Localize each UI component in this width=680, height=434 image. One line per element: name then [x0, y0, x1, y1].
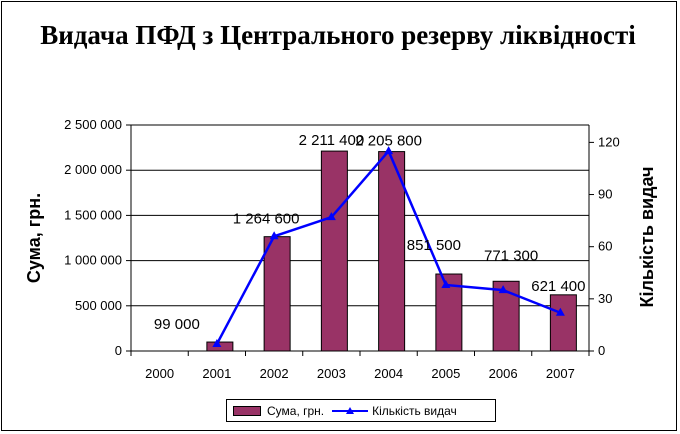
bar-data-label: 771 300	[484, 247, 538, 264]
x-tick-label: 2002	[260, 366, 289, 381]
legend-item-bars: Сума, грн.	[233, 404, 324, 418]
x-tick-label: 2000	[145, 366, 174, 381]
y-tick-label: 500 000	[75, 298, 122, 313]
legend-bar-swatch	[233, 405, 261, 416]
y-tick-label: 1 000 000	[64, 253, 122, 268]
x-tick-label: 2004	[374, 366, 403, 381]
x-tick-label: 2001	[202, 366, 231, 381]
x-tick-label: 2006	[489, 366, 518, 381]
line-point	[384, 146, 394, 155]
bar-data-label: 851 500	[407, 237, 461, 254]
legend-bar-label: Сума, грн.	[267, 403, 325, 418]
y-tick-label: 2 000 000	[64, 162, 122, 177]
chart-legend: Сума, грн. Кількість видач	[226, 399, 496, 422]
x-tick-label: 2003	[317, 366, 346, 381]
y2-tick-label: 0	[598, 343, 605, 358]
bar-data-label: 2 205 800	[355, 133, 422, 150]
y2-axis-title: Кількість видач	[637, 167, 657, 308]
line-point	[441, 279, 451, 288]
y-axis-title: Сума, грн.	[24, 193, 44, 283]
legend-line-label: Кількість видач	[372, 403, 457, 418]
line-point	[555, 307, 565, 316]
legend-item-line: Кількість видач	[332, 404, 457, 418]
y2-tick-label: 60	[598, 239, 612, 254]
y2-tick-label: 120	[598, 134, 620, 149]
y-tick-label: 1 500 000	[64, 207, 122, 222]
y-tick-label: 2 500 000	[64, 117, 122, 132]
y2-tick-label: 30	[598, 291, 612, 306]
line-point	[326, 212, 336, 221]
y2-tick-label: 90	[598, 187, 612, 202]
legend-line-swatch	[332, 406, 369, 414]
bar-data-label: 2 211 400	[299, 132, 365, 149]
bar	[549, 294, 577, 352]
bar	[320, 150, 348, 352]
line-point	[269, 231, 279, 240]
line-point	[212, 339, 222, 348]
x-tick-label: 2007	[546, 366, 575, 381]
y-tick-label: 0	[115, 343, 122, 358]
line-point	[498, 285, 508, 294]
bar-data-label: 99 000	[154, 316, 200, 333]
chart-title: Видача ПФД з Центрального резерву ліквід…	[40, 20, 636, 50]
bar	[263, 236, 291, 352]
x-tick-label: 2005	[431, 366, 460, 381]
bar-data-label: 1 264 600	[233, 211, 300, 228]
bar-data-label: 621 400	[531, 278, 585, 295]
